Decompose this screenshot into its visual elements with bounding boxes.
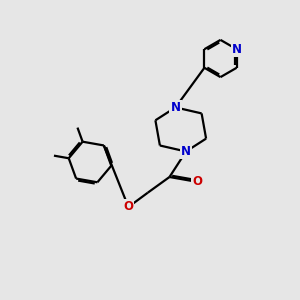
Text: N: N xyxy=(170,101,181,114)
Text: O: O xyxy=(192,175,203,188)
Text: N: N xyxy=(232,43,242,56)
Text: O: O xyxy=(123,200,134,214)
Text: N: N xyxy=(181,145,191,158)
